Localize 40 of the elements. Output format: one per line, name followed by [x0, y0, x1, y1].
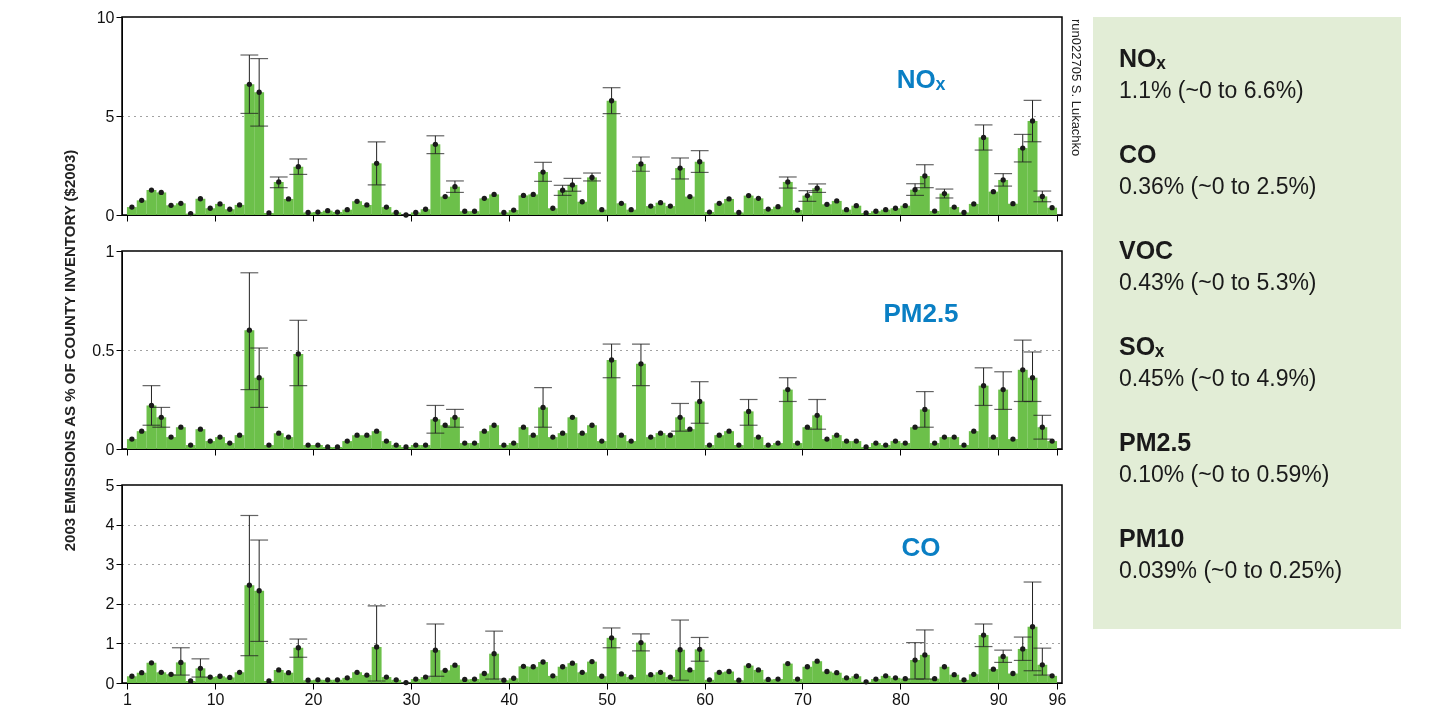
text: PM10 — [1119, 524, 1185, 552]
y-axis-title: 2003 EMISSIONS AS % OF COUNTY INVENTORY ($2003) — [61, 149, 79, 552]
y-tick-label: 0 — [105, 674, 115, 692]
y-tick-label: 0.5 — [92, 341, 115, 359]
x-tick-label: 20 — [304, 690, 323, 708]
x-tick-label: 10 — [206, 690, 225, 708]
y-tick-label: 0 — [105, 206, 115, 224]
text: CO — [1119, 140, 1157, 168]
y-tick-label: 2 — [105, 595, 115, 613]
y-tick-label: 5 — [105, 476, 115, 494]
y-tick-label: 1 — [105, 242, 115, 260]
x-tick-label: 1 — [123, 690, 133, 708]
y-tick-label: 10 — [96, 8, 115, 26]
y-tick-label: 5 — [105, 107, 115, 125]
text: 0.10% (~0 to 0.59%) — [1119, 461, 1330, 487]
text: SOₓ — [1119, 332, 1166, 360]
y-tick-label: 3 — [105, 555, 115, 573]
y-tick-label: 0 — [105, 440, 115, 458]
x-tick-label: 50 — [598, 690, 617, 708]
text: 0.45% (~0 to 4.9%) — [1119, 365, 1317, 391]
x-tick-label: 80 — [891, 690, 910, 708]
text: run022705 S. Lukachko — [1069, 19, 1084, 157]
x-tick-label: 60 — [696, 690, 715, 708]
text: PM2.5 — [1119, 428, 1192, 456]
x-tick-label: 70 — [794, 690, 812, 708]
x-tick-label: 90 — [989, 690, 1008, 708]
text: 0.43% (~0 to 5.3%) — [1119, 269, 1317, 295]
x-tick-label: 96 — [1048, 690, 1067, 708]
y-tick-label: 1 — [105, 634, 115, 652]
annotation: NOₓ — [896, 64, 946, 95]
text: 0.039% (~0 to 0.25%) — [1119, 557, 1343, 583]
y-tick-label: 4 — [105, 516, 115, 534]
x-tick-label: 40 — [500, 690, 519, 708]
annotation: PM2.5 — [883, 298, 959, 329]
text: 1.1% (~0 to 6.6%) — [1119, 77, 1304, 103]
annotation: CO — [901, 532, 941, 563]
text: VOC — [1119, 236, 1174, 264]
text: 0.36% (~0 to 2.5%) — [1119, 173, 1317, 199]
text: NOₓ — [1119, 44, 1167, 72]
x-tick-label: 30 — [402, 690, 421, 708]
